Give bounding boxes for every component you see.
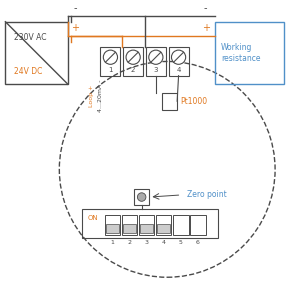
- Text: 4: 4: [162, 240, 166, 245]
- Bar: [162, 93, 177, 110]
- Bar: [156, 215, 171, 235]
- Text: +: +: [202, 23, 210, 33]
- Text: 24V DC: 24V DC: [14, 67, 42, 76]
- Text: Loop +: Loop +: [89, 84, 94, 107]
- Circle shape: [126, 50, 140, 64]
- Text: Working
resistance: Working resistance: [221, 43, 261, 63]
- Text: -: -: [203, 3, 207, 13]
- Bar: [106, 224, 119, 233]
- Bar: [157, 224, 170, 233]
- Circle shape: [137, 193, 146, 201]
- Bar: [123, 224, 136, 233]
- Bar: [173, 215, 188, 235]
- Bar: [134, 189, 149, 205]
- Bar: [140, 224, 153, 233]
- Text: Zero point: Zero point: [187, 191, 227, 200]
- Bar: [123, 47, 143, 76]
- Circle shape: [103, 50, 118, 64]
- Circle shape: [149, 50, 163, 64]
- Bar: [169, 47, 188, 76]
- Bar: [216, 22, 284, 84]
- Text: 1: 1: [111, 240, 114, 245]
- Text: 5: 5: [179, 240, 183, 245]
- Bar: [146, 47, 166, 76]
- Text: 2: 2: [128, 240, 131, 245]
- Text: 230V AC: 230V AC: [14, 33, 47, 42]
- Text: 3: 3: [154, 67, 158, 73]
- Bar: [5, 22, 68, 84]
- Bar: [101, 47, 120, 76]
- Text: 2: 2: [131, 67, 135, 73]
- Text: 4...20mA -: 4...20mA -: [98, 79, 103, 112]
- Bar: [105, 215, 120, 235]
- Bar: [139, 215, 154, 235]
- Text: +: +: [71, 23, 79, 33]
- Text: Pt1000: Pt1000: [180, 97, 207, 106]
- Text: 3: 3: [144, 240, 149, 245]
- Bar: [190, 215, 205, 235]
- Bar: [122, 215, 137, 235]
- Text: 1: 1: [108, 67, 113, 73]
- Circle shape: [171, 50, 186, 64]
- Text: 6: 6: [196, 240, 200, 245]
- Text: ON: ON: [88, 215, 98, 221]
- Bar: [82, 209, 218, 238]
- Text: -: -: [73, 3, 77, 13]
- Text: 4: 4: [176, 67, 181, 73]
